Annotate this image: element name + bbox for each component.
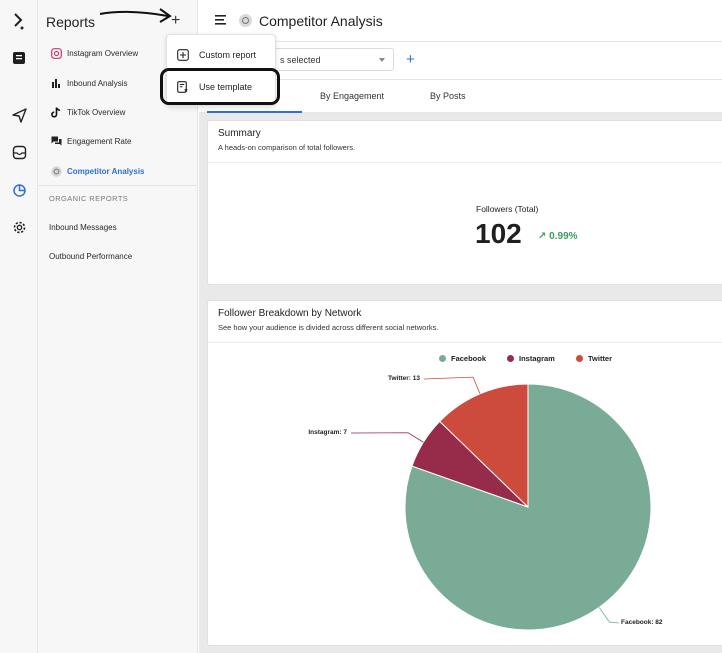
- inbox-icon[interactable]: [9, 142, 29, 162]
- sidebar-item-competitor-analysis[interactable]: Competitor Analysis: [50, 161, 145, 181]
- use-template-option[interactable]: Use template: [177, 77, 252, 97]
- legend-label: Facebook: [451, 354, 487, 363]
- legend-swatch: [507, 355, 514, 362]
- card-divider: [208, 162, 722, 163]
- main-content: Competitor Analysis s selected + By Enga…: [199, 0, 722, 653]
- sidebar-item-engagement-rate[interactable]: Engagement Rate: [50, 131, 132, 151]
- card-divider: [208, 342, 722, 343]
- reports-sidebar: Reports + Instagram Overview Inbound Ana…: [38, 0, 198, 653]
- sidebar-item-tiktok-overview[interactable]: TikTok Overview: [50, 102, 125, 122]
- menu-icon[interactable]: [215, 15, 226, 25]
- summary-title: Summary: [218, 128, 261, 139]
- filter-bar: s selected +: [199, 42, 722, 80]
- notes-icon[interactable]: [9, 48, 29, 68]
- icon-rail: [0, 0, 38, 653]
- trend-up-icon: ↗: [538, 231, 547, 242]
- chevron-down-icon: [379, 58, 385, 62]
- summary-card: Summary A heads-on comparison of total f…: [207, 120, 722, 285]
- leader-line-twitter: [423, 376, 481, 394]
- kpi-label: Followers (Total): [476, 204, 539, 214]
- sidebar-item-label: Inbound Analysis: [67, 78, 128, 88]
- breakdown-card: Follower Breakdown by Network See how yo…: [207, 300, 722, 646]
- legend-swatch: [576, 355, 583, 362]
- instagram-icon: [50, 47, 62, 59]
- annotation-arrow-icon: [99, 8, 172, 23]
- legend-item-twitter[interactable]: Twitter: [576, 354, 612, 363]
- tiktok-icon: [50, 106, 62, 118]
- sidebar-divider: [38, 185, 198, 186]
- page-title: Competitor Analysis: [259, 13, 383, 29]
- template-icon: [177, 81, 189, 93]
- summary-subtitle: A heads-on comparison of total followers…: [218, 143, 356, 152]
- custom-report-label: Custom report: [199, 50, 257, 60]
- slice-label-twitter: Twitter: 13: [387, 375, 420, 382]
- sidebar-item-label: TikTok Overview: [67, 107, 126, 117]
- highlight-annotation: [160, 68, 280, 105]
- sidebar-item-inbound-analysis[interactable]: Inbound Analysis: [50, 73, 128, 93]
- add-filter-button[interactable]: +: [406, 51, 415, 68]
- legend-label: Instagram: [519, 354, 555, 363]
- slice-label-facebook: Facebook: 82: [621, 619, 663, 626]
- breakdown-subtitle: See how your audience is divided across …: [218, 323, 439, 332]
- profiles-select-value: s selected: [280, 55, 321, 65]
- custom-report-option[interactable]: Custom report: [177, 45, 256, 65]
- slice-label-instagram: Instagram: 7: [308, 429, 347, 436]
- use-template-label: Use template: [199, 82, 253, 92]
- add-box-icon: [177, 49, 189, 61]
- sidebar-item-instagram-overview[interactable]: Instagram Overview: [50, 43, 138, 63]
- sidebar-title: Reports: [46, 14, 96, 30]
- pie-slice-twitter[interactable]: [438, 383, 529, 509]
- tab-by-engagement[interactable]: By Engagement: [320, 91, 385, 101]
- tab-by-posts[interactable]: By Posts: [430, 91, 466, 101]
- sidebar-section-heading: ORGANIC REPORTS: [49, 194, 129, 203]
- send-icon[interactable]: [9, 105, 29, 125]
- sidebar-item-outbound-performance[interactable]: Outbound Performance: [49, 252, 133, 261]
- kpi-value: 102: [475, 218, 522, 249]
- settings-icon[interactable]: [9, 217, 29, 237]
- reports-icon[interactable]: [9, 180, 29, 200]
- sidebar-item-label: Competitor Analysis: [67, 166, 145, 176]
- competitor-icon: [50, 165, 62, 177]
- breakdown-title: Follower Breakdown by Network: [218, 308, 362, 319]
- legend-item-instagram[interactable]: Instagram: [507, 354, 555, 363]
- page-header: Competitor Analysis: [199, 0, 722, 42]
- report-tabs: By Engagement By Posts: [199, 80, 722, 113]
- logo-icon: [9, 11, 29, 31]
- add-report-button[interactable]: +: [171, 12, 181, 29]
- sidebar-item-label: Engagement Rate: [67, 136, 132, 146]
- active-tab-indicator: [207, 111, 302, 113]
- kpi-delta: ↗ 0.99%: [538, 231, 578, 242]
- legend-swatch: [439, 355, 446, 362]
- competitor-icon: [239, 14, 252, 27]
- chat-icon: [50, 135, 62, 147]
- sidebar-item-inbound-messages[interactable]: Inbound Messages: [49, 223, 117, 232]
- leader-line-facebook: [598, 607, 620, 624]
- legend-item-facebook[interactable]: Facebook: [439, 354, 486, 363]
- bar-chart-icon: [50, 77, 62, 89]
- sidebar-item-label: Instagram Overview: [67, 48, 139, 58]
- leader-line-instagram: [350, 432, 424, 443]
- kpi-delta-value: 0.99%: [549, 231, 578, 242]
- pie-chart: [350, 376, 652, 631]
- legend-label: Twitter: [588, 354, 613, 363]
